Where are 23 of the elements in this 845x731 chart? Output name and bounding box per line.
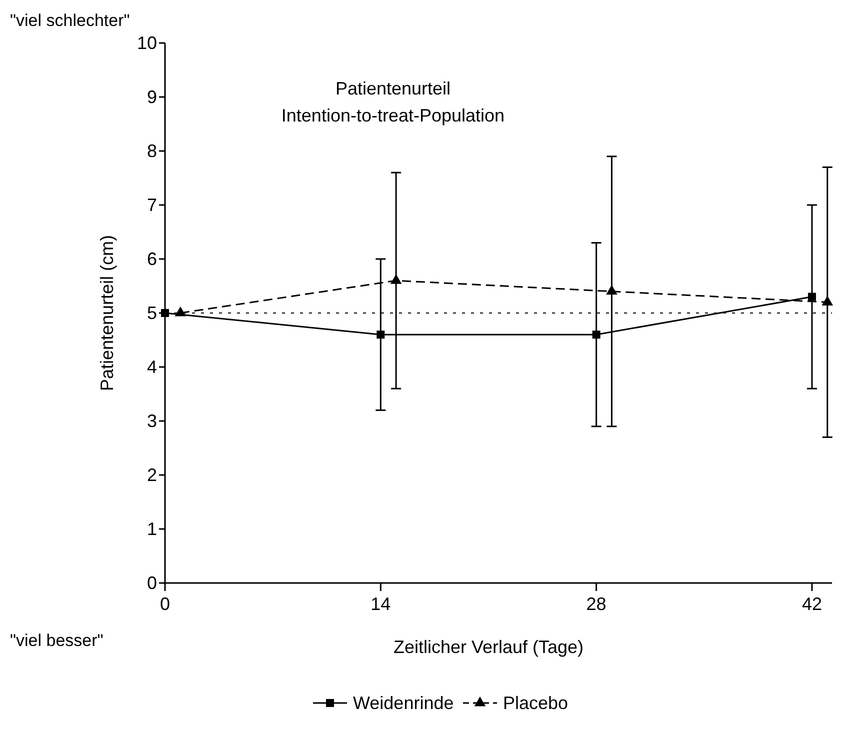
y-tick-label: 1 (146, 519, 157, 539)
y-tick-label: 2 (146, 465, 157, 485)
legend-label: Weidenrinde (353, 693, 454, 713)
text: "viel besser" (10, 631, 104, 650)
y-tick-label: 4 (146, 357, 157, 377)
x-axis-title: Zeitlicher Verlauf (Tage) (393, 637, 584, 657)
x-tick-label: 14 (370, 594, 391, 614)
legend-label: Placebo (503, 693, 568, 713)
text: Intention-to-treat-Population (281, 105, 505, 126)
x-tick-label: 0 (160, 594, 170, 614)
text: "viel schlechter" (10, 11, 130, 30)
y-axis-title: Patientenurteil (cm) (97, 234, 117, 392)
x-tick-label: 42 (802, 594, 822, 614)
y-tick-label: 0 (146, 573, 157, 593)
y-tick-label: 7 (146, 195, 157, 215)
y-tick-label: 5 (146, 303, 157, 323)
text: Patientenurteil (335, 78, 451, 98)
y-tick-label: 6 (146, 249, 157, 269)
y-tick-label: 3 (146, 411, 157, 431)
y-tick-label: 8 (146, 141, 157, 161)
x-tick-label: 28 (586, 594, 606, 614)
y-tick-label: 9 (146, 87, 157, 107)
y-tick-label: 10 (136, 33, 157, 53)
